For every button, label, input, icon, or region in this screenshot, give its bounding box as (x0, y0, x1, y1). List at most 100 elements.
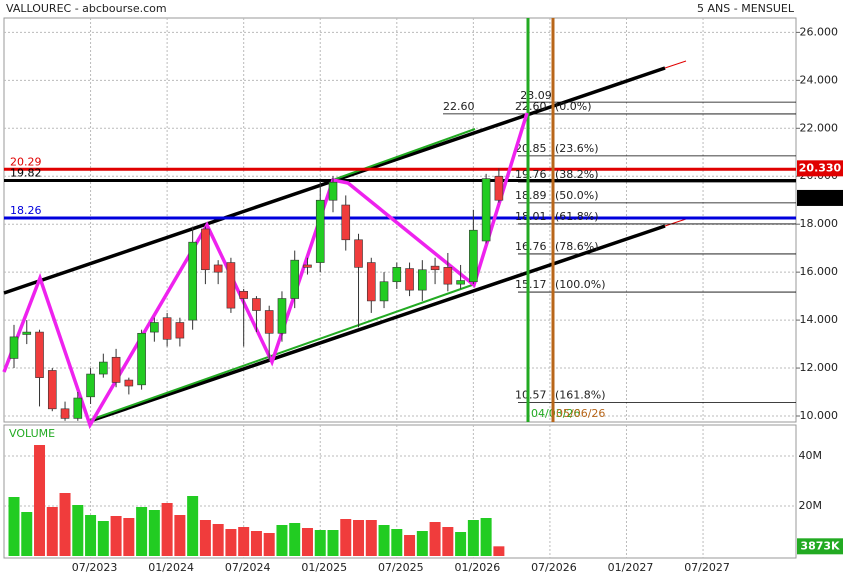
candle-body (22, 331, 32, 335)
y-tick-label: 10.000 (800, 409, 839, 422)
x-tick-label: 07/2027 (684, 561, 730, 574)
volume-bar (148, 510, 160, 556)
last-price-box (797, 189, 843, 206)
candle-body (469, 229, 478, 283)
fib-percent: (61.8%) (555, 210, 599, 223)
volume-bar (493, 546, 505, 556)
candle-body (99, 361, 108, 375)
candle-body (252, 298, 261, 311)
candle-body (366, 262, 376, 302)
candle-body (481, 178, 491, 242)
y-tick-label: 20M (799, 499, 823, 512)
candle-body (290, 259, 300, 299)
candle-body (175, 322, 185, 339)
fib-value: 16.76 (515, 240, 547, 253)
volume-bar (174, 515, 186, 556)
volume-bar (353, 520, 365, 556)
x-tick-label: 07/2026 (531, 561, 577, 574)
candle-body (188, 241, 197, 321)
volume-title: VOLUME (9, 427, 55, 440)
candle-body (443, 267, 453, 285)
candle-body (328, 181, 338, 201)
channel-extension (664, 218, 687, 227)
marker-label: 05/06/26 (556, 407, 605, 420)
y-tick-label: 16.000 (800, 265, 839, 278)
candle-body (405, 268, 414, 291)
candle-body (303, 264, 312, 268)
zigzag (2, 112, 529, 430)
fib-percent: (161.8%) (555, 388, 606, 401)
volume-bar (442, 527, 454, 556)
volume-bar (97, 521, 109, 556)
volume-bar (59, 493, 71, 556)
fib-value: 18.01 (515, 210, 547, 223)
candle-body (47, 370, 57, 410)
candle-body (226, 262, 236, 309)
volume-bar (212, 524, 224, 556)
green-trend (329, 128, 476, 182)
volume-bar (289, 523, 301, 556)
y-tick-label: 22.000 (800, 121, 839, 134)
volume-bar (110, 516, 122, 556)
candle-body (277, 298, 287, 334)
candle-body (162, 317, 172, 340)
candle-body (354, 239, 363, 268)
green-trend (89, 283, 476, 421)
fib-percent: (0.0%) (555, 100, 592, 113)
fib-percent: (23.6%) (555, 142, 599, 155)
candle-body (239, 291, 248, 299)
y-tick-label: 24.000 (800, 73, 839, 86)
fib-start-label: 22.60 (443, 100, 475, 113)
last-price-label: 20.330 (799, 161, 842, 174)
candle-body (9, 336, 19, 359)
volume-bar (34, 445, 46, 556)
fib-value: 20.85 (515, 142, 547, 155)
volume-bar (404, 535, 416, 556)
candle-body (494, 175, 504, 201)
volume-bar (225, 529, 237, 556)
x-tick-label: 07/2025 (378, 561, 424, 574)
candle-body (124, 379, 134, 387)
fib-value: 19.76 (515, 168, 547, 181)
y-tick-label: 40M (799, 449, 823, 462)
volume-bar (199, 520, 211, 556)
y-tick-label: 18.000 (800, 217, 839, 230)
volume-bar (238, 527, 250, 556)
last-price-box (797, 160, 843, 177)
candle-body (150, 322, 159, 333)
volume-bar (314, 530, 326, 556)
y-tick-label: 26.000 (800, 25, 839, 38)
candle-body (111, 356, 121, 383)
volume-bar (480, 518, 492, 556)
last-volume-box (797, 538, 843, 555)
volume-bar (46, 507, 58, 556)
volume-bar (429, 522, 441, 556)
candle-body (456, 280, 465, 285)
x-tick-label: 07/2023 (72, 561, 118, 574)
candle-body (418, 269, 427, 291)
volume-bar (21, 512, 33, 556)
candle-body (201, 228, 210, 271)
channel-extension (664, 60, 687, 69)
fib-value: 10.57 (515, 388, 547, 401)
period: 5 ANS - MENSUEL (697, 2, 795, 15)
volume-bar (263, 533, 275, 556)
x-tick-label: 01/2025 (301, 561, 347, 574)
candle-body (60, 408, 70, 419)
volume-bar (378, 525, 390, 556)
volume-bar (136, 507, 148, 556)
volume-bar (416, 531, 428, 556)
fib-value: 18.89 (515, 189, 547, 202)
y-tick-label: 12.000 (800, 361, 839, 374)
volume-bar (467, 520, 479, 556)
volume-bar (72, 505, 84, 556)
marker-label: 04/03/26 (531, 407, 580, 420)
channel-lower (89, 224, 666, 423)
candle-body (392, 267, 402, 283)
volume-bar (301, 528, 313, 556)
price-panel (3, 17, 797, 423)
fib-value: 22.60 (515, 100, 547, 113)
fib-percent: (50.0%) (555, 189, 599, 202)
candle-body (315, 199, 325, 263)
